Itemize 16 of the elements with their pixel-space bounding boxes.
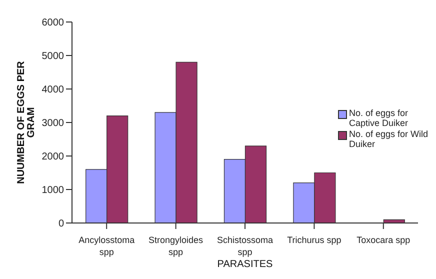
y-tick-label: 2000 [42, 152, 64, 163]
y-tick-label: 5000 [42, 51, 64, 62]
x-tick-label: Schistossoma spp [216, 235, 274, 257]
x-tick-label: Trichurus spp [287, 235, 342, 245]
x-tick-label: Strongyloides spp [148, 235, 204, 257]
y-tick-label: 0 [58, 218, 64, 230]
y-tick-label: 1000 [42, 185, 64, 196]
x-axis-title: PARASITES [217, 259, 274, 270]
x-tick-label: Ancylosstoma spp [78, 235, 135, 257]
y-tick-label: 3000 [42, 118, 64, 130]
y-axis-title: NUUMBER OF EGGS PER GRAM [16, 60, 37, 184]
legend-label: No. of eggs for Captive Duiker [349, 108, 410, 128]
y-tick-label: 6000 [42, 18, 64, 29]
legend-label: No. of eggs for Wild Duiker [349, 129, 430, 149]
y-tick-label: 4000 [42, 84, 64, 96]
x-tick-label: Toxocara spp [356, 235, 410, 245]
